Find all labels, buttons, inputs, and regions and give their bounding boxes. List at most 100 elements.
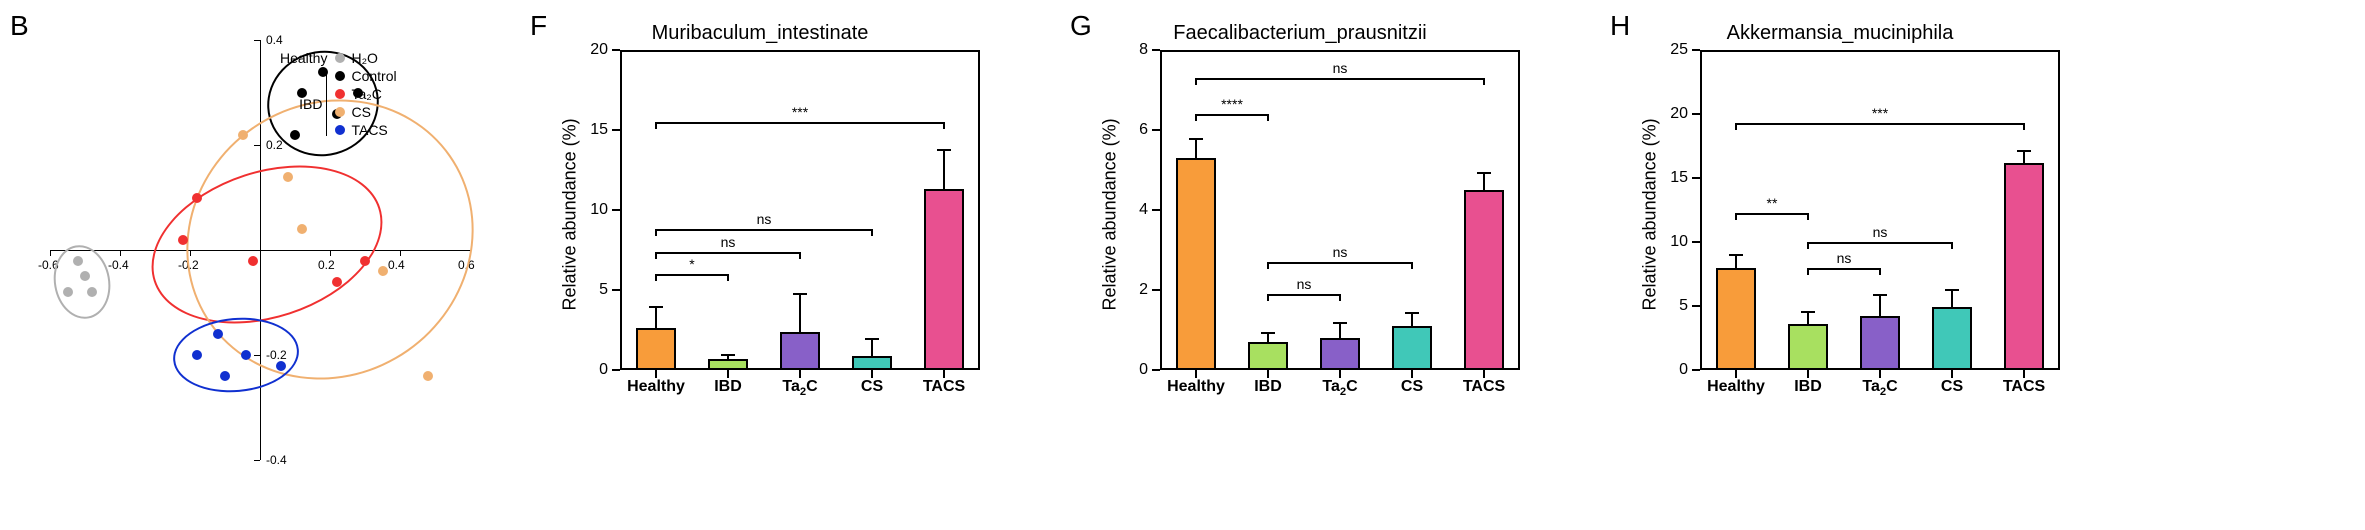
x-tick-label: CS (1401, 378, 1423, 396)
x-tick (1339, 370, 1341, 378)
significance-drop (871, 229, 873, 236)
legend-group-healthy: Healthy (280, 50, 327, 68)
significance-bracket (656, 252, 800, 254)
x-tick (1807, 370, 1809, 378)
bar-healthy (636, 328, 676, 370)
scatter-point (378, 266, 388, 276)
scatter-point (80, 271, 90, 281)
y-tick (1692, 49, 1700, 51)
x-tick-label: Healthy (1707, 378, 1765, 396)
bar-ta2c (780, 332, 820, 370)
y-tick-label: 5 (1662, 297, 1688, 315)
x-tick-label: Healthy (627, 378, 685, 396)
y-tick-label: 0.4 (266, 33, 283, 47)
y-tick (1152, 129, 1160, 131)
scatter-point (276, 361, 286, 371)
significance-label: ns (1297, 276, 1312, 292)
legend-label: H₂O (351, 50, 377, 66)
x-tick (943, 370, 945, 378)
significance-drop (943, 122, 945, 129)
significance-drop (1195, 114, 1197, 121)
significance-bracket (656, 122, 944, 124)
significance-drop (1267, 262, 1269, 269)
y-tick (612, 209, 620, 211)
y-tick (254, 40, 260, 41)
legend-bracket (326, 72, 327, 136)
legend-item: Control (335, 68, 396, 84)
error-bar (1879, 294, 1881, 316)
x-tick (799, 370, 801, 378)
scatter-point (220, 371, 230, 381)
scatter-point (178, 235, 188, 245)
y-tick (1152, 289, 1160, 291)
scatter-point (360, 256, 370, 266)
significance-label: **** (1221, 96, 1243, 112)
scatter-point (297, 224, 307, 234)
y-tick-label: 0 (1122, 361, 1148, 379)
legend-dot (335, 53, 345, 63)
error-cap (1873, 294, 1887, 296)
significance-bracket (656, 229, 872, 231)
bar-healthy (1716, 268, 1756, 370)
significance-drop (655, 229, 657, 236)
error-cap (1477, 172, 1491, 174)
error-bar (1483, 172, 1485, 190)
x-tick (1735, 370, 1737, 378)
bar-chart: Muribaculum_intestinateRelative abundanc… (540, 20, 1000, 420)
significance-drop (1483, 78, 1485, 85)
error-cap (649, 306, 663, 308)
error-bar (1195, 138, 1197, 158)
scatter-point (73, 256, 83, 266)
significance-label: *** (792, 104, 808, 120)
significance-bracket (1736, 213, 1808, 215)
y-tick-label: 15 (582, 121, 608, 139)
bar-tacs (924, 189, 964, 370)
y-tick (254, 460, 260, 461)
error-cap (1405, 312, 1419, 314)
error-cap (937, 149, 951, 151)
error-cap (865, 338, 879, 340)
significance-drop (1195, 78, 1197, 85)
legend-label: CS (351, 104, 370, 120)
x-tick-label: Ta2C (782, 378, 817, 398)
significance-bracket (1268, 294, 1340, 296)
x-tick (871, 370, 873, 378)
x-tick (655, 370, 657, 378)
y-tick (1692, 305, 1700, 307)
significance-bracket (656, 274, 728, 276)
x-tick-label: TACS (2003, 378, 2045, 396)
bar-ibd (708, 359, 748, 370)
scatter-point (283, 172, 293, 182)
error-cap (1729, 254, 1743, 256)
significance-bracket (1196, 78, 1484, 80)
panel-b: B-0.6-0.4-0.20.20.40.6-0.4-0.20.20.4Heal… (20, 20, 480, 480)
error-cap (1945, 289, 1959, 291)
y-axis-label: Relative abundance (%) (560, 111, 581, 311)
bar-chart: Akkermansia_muciniphilaRelative abundanc… (1620, 20, 2080, 420)
x-tick (1483, 370, 1485, 378)
error-cap (793, 293, 807, 295)
x-tick-label: Ta2C (1862, 378, 1897, 398)
legend-label: Ta₂C (351, 86, 381, 102)
significance-drop (1339, 294, 1341, 301)
scatter-plot: -0.6-0.4-0.20.20.40.6-0.4-0.20.20.4Healt… (50, 40, 470, 460)
bar-chart: Faecalibacterium_prausnitziiRelative abu… (1080, 20, 1540, 420)
y-axis-label: Relative abundance (%) (1100, 111, 1121, 311)
x-tick (1195, 370, 1197, 378)
scatter-point (192, 193, 202, 203)
bar-ta2c (1860, 316, 1900, 370)
y-tick (612, 369, 620, 371)
x-tick (50, 250, 51, 256)
panel-h: HAkkermansia_muciniphilaRelative abundan… (1620, 20, 2100, 430)
significance-label: ns (1873, 224, 1888, 240)
bar-ibd (1248, 342, 1288, 370)
x-tick (1267, 370, 1269, 378)
significance-drop (1807, 268, 1809, 275)
y-tick-label: 15 (1662, 169, 1688, 187)
y-tick-label: 5 (582, 281, 608, 299)
panel-f: FMuribaculum_intestinateRelative abundan… (540, 20, 1020, 430)
significance-drop (1267, 294, 1269, 301)
significance-drop (655, 122, 657, 129)
significance-label: ns (1837, 250, 1852, 266)
y-tick (612, 129, 620, 131)
